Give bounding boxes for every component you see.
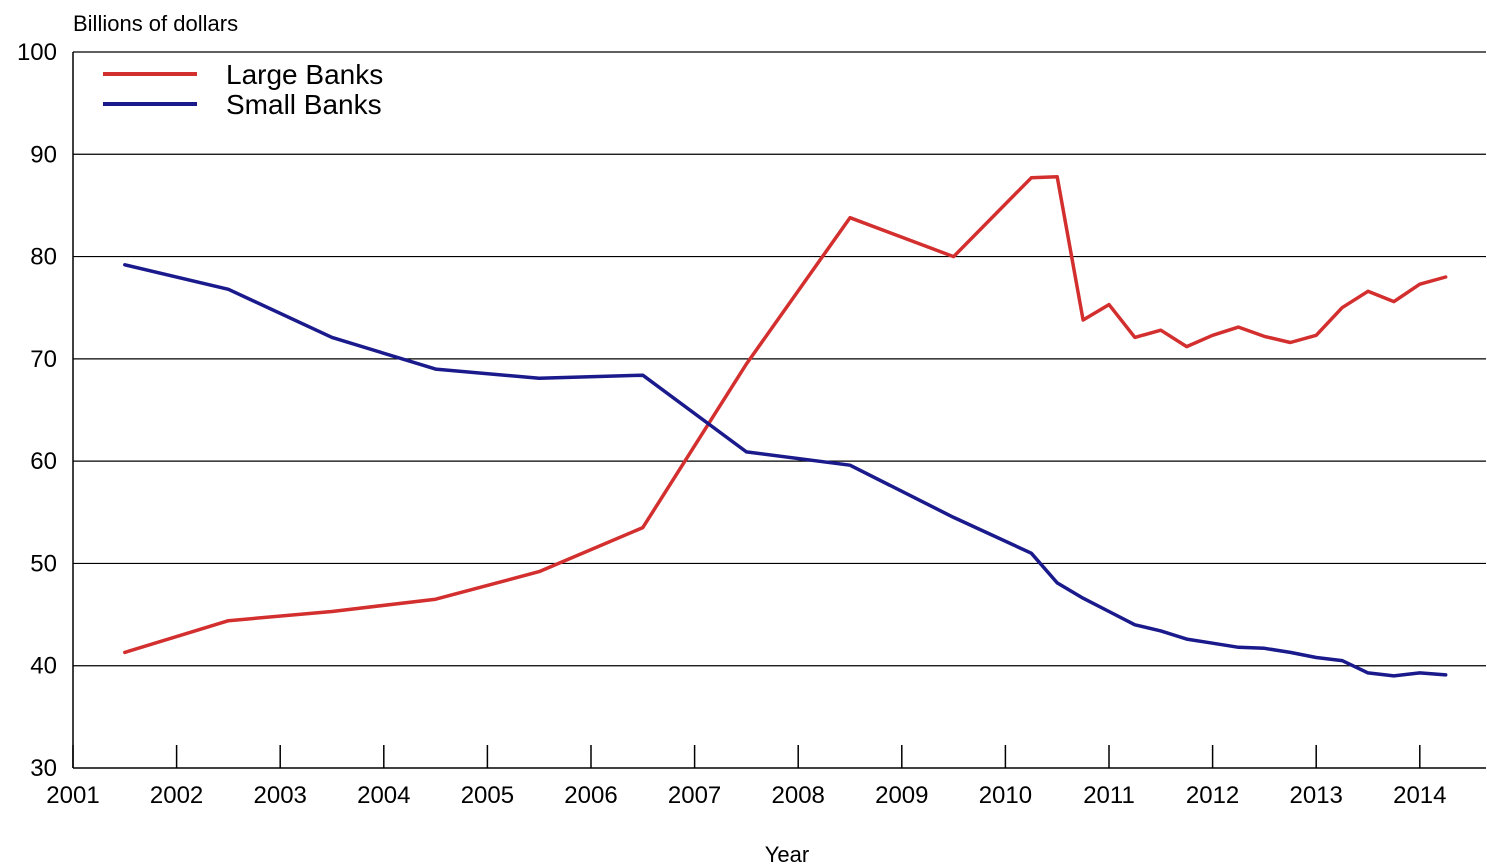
y-tick-labels: 30 40 50 60 70 80 90 100	[17, 39, 57, 782]
x-tick-label: 2004	[357, 782, 410, 809]
x-tick-label: 2012	[1186, 782, 1239, 809]
legend-label-large-banks: Large Banks	[226, 59, 383, 90]
x-tick-label: 2013	[1290, 782, 1343, 809]
x-tick-label: 2002	[150, 782, 203, 809]
x-tick-label: 2011	[1083, 782, 1135, 809]
y-tick-label: 50	[30, 550, 57, 577]
x-tick-label: 2007	[668, 782, 721, 809]
y-tick-label: 100	[17, 39, 57, 66]
x-tick-label: 2009	[875, 782, 928, 809]
x-tick-label: 2003	[254, 782, 307, 809]
legend: Large Banks Small Banks	[103, 59, 383, 120]
x-tick-labels: 2001 2002 2003 2004 2005 2006 2007 2008 2009 2010…	[46, 745, 1446, 809]
y-tick-label: 80	[30, 244, 57, 271]
x-tick-label: 2008	[772, 782, 825, 809]
legend-label-small-banks: Small Banks	[226, 89, 382, 120]
y-tick-label: 90	[30, 141, 57, 168]
x-axis-title: Year	[765, 842, 809, 867]
x-tick-label: 2005	[461, 782, 514, 809]
series-line-small-banks	[123, 263, 1448, 678]
y-tick-label: 40	[30, 653, 57, 680]
x-tick-label: 2014	[1393, 782, 1446, 809]
x-tick-label: 2006	[564, 782, 617, 809]
y-tick-label: 70	[30, 346, 57, 373]
series-line-large-banks	[123, 175, 1448, 655]
gridlines	[73, 51, 1486, 667]
series-lines	[123, 175, 1448, 678]
y-tick-label: 30	[30, 755, 57, 782]
x-tick-label: 2001	[46, 782, 99, 809]
y-tick-label: 60	[30, 448, 57, 475]
x-tick-label: 2010	[979, 782, 1032, 809]
axes	[72, 52, 1486, 769]
y-axis-title: Billions of dollars	[73, 11, 238, 36]
